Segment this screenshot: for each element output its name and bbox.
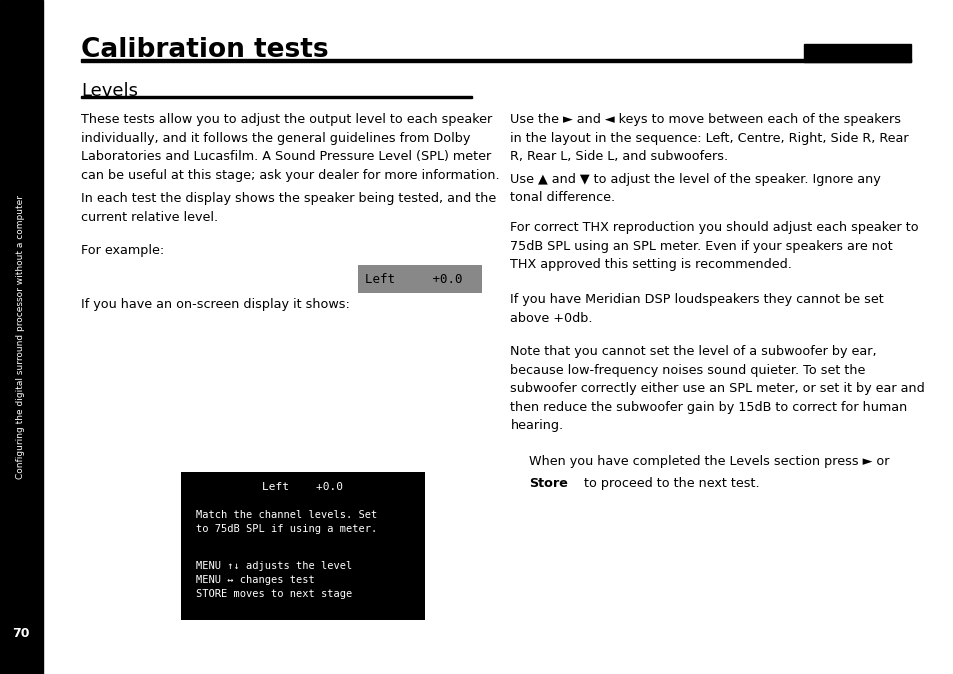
Text: In each test the display shows the speaker being tested, and the
current relativ: In each test the display shows the speak… bbox=[81, 192, 496, 224]
Text: Match the channel levels. Set
to 75dB SPL if using a meter.: Match the channel levels. Set to 75dB SP… bbox=[195, 510, 376, 534]
Text: Calibration tests: Calibration tests bbox=[81, 37, 329, 63]
Bar bbox=[181, 472, 424, 620]
Text: When you have completed the Levels section press ► or: When you have completed the Levels secti… bbox=[529, 455, 889, 468]
Text: If you have Meridian DSP loudspeakers they cannot be set
above +0db.: If you have Meridian DSP loudspeakers th… bbox=[510, 293, 883, 325]
Text: Levels: Levels bbox=[81, 82, 138, 100]
Text: These tests allow you to adjust the output level to each speaker
individually, a: These tests allow you to adjust the outp… bbox=[81, 113, 499, 182]
Bar bbox=[357, 265, 481, 293]
Text: Configuring the digital surround processor without a computer: Configuring the digital surround process… bbox=[16, 195, 26, 479]
Text: Left     +0.0: Left +0.0 bbox=[365, 272, 462, 286]
Bar bbox=[81, 96, 472, 98]
Text: MENU ↑↓ adjusts the level
MENU ↔ changes test
STORE moves to next stage: MENU ↑↓ adjusts the level MENU ↔ changes… bbox=[195, 561, 352, 599]
Text: 70: 70 bbox=[12, 627, 30, 640]
Text: Store: Store bbox=[529, 477, 568, 490]
Text: For correct THX reproduction you should adjust each speaker to
75dB SPL using an: For correct THX reproduction you should … bbox=[510, 221, 918, 271]
Text: If you have an on-screen display it shows:: If you have an on-screen display it show… bbox=[81, 298, 350, 311]
Text: Use the ► and ◄ keys to move between each of the speakers
in the layout in the s: Use the ► and ◄ keys to move between eac… bbox=[510, 113, 908, 163]
Bar bbox=[81, 59, 910, 62]
Bar bbox=[0, 0, 43, 674]
Text: Note that you cannot set the level of a subwoofer by ear,
because low-frequency : Note that you cannot set the level of a … bbox=[510, 345, 924, 432]
Text: Left    +0.0: Left +0.0 bbox=[262, 482, 343, 492]
Bar bbox=[803, 44, 910, 62]
Text: to proceed to the next test.: to proceed to the next test. bbox=[579, 477, 759, 490]
Text: Use ▲ and ▼ to adjust the level of the speaker. Ignore any
tonal difference.: Use ▲ and ▼ to adjust the level of the s… bbox=[510, 173, 881, 204]
Text: For example:: For example: bbox=[81, 244, 164, 257]
